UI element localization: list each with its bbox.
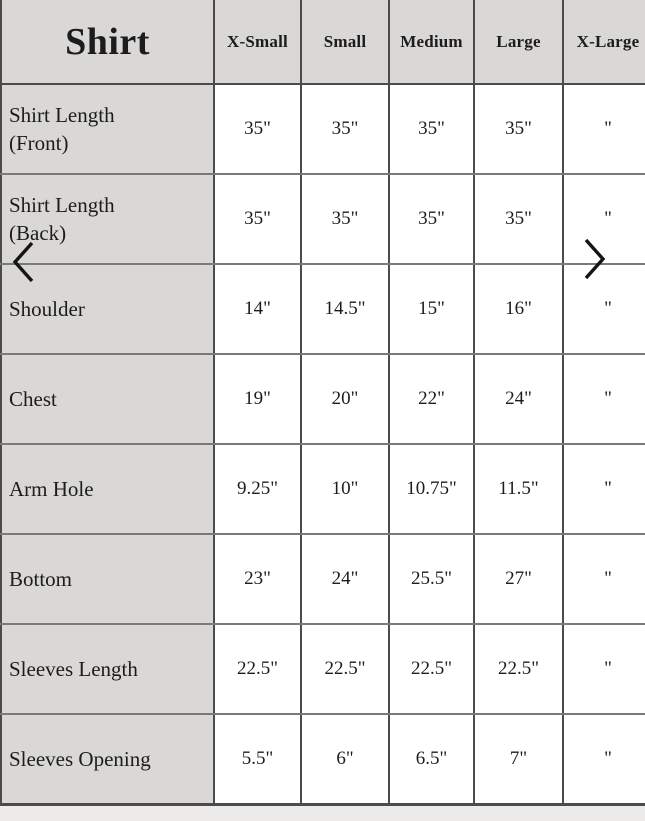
row-label: Sleeves Length xyxy=(0,623,215,715)
table-row: Sleeves Opening 5.5" 6" 6.5" 7" " xyxy=(0,713,645,806)
value-cell: " xyxy=(562,713,645,806)
column-header-small: Small xyxy=(300,0,390,85)
table-row: Arm Hole 9.25" 10" 10.75" 11.5" " xyxy=(0,443,645,535)
value-cell: 35" xyxy=(388,83,475,175)
carousel-prev-button[interactable] xyxy=(8,239,38,285)
chevron-left-icon xyxy=(12,241,34,283)
row-label: Chest xyxy=(0,353,215,445)
table-row: Shirt Length (Back) 35" 35" 35" 35" " xyxy=(0,173,645,265)
value-cell: " xyxy=(562,443,645,535)
table-row: Chest 19" 20" 22" 24" " xyxy=(0,353,645,445)
row-label: Sleeves Opening xyxy=(0,713,215,806)
value-cell: 11.5" xyxy=(473,443,564,535)
value-cell: 35" xyxy=(213,83,302,175)
value-cell: 16" xyxy=(473,263,564,355)
value-cell: 14.5" xyxy=(300,263,390,355)
value-cell: " xyxy=(562,353,645,445)
row-label: Shirt Length (Back) xyxy=(0,173,215,265)
value-cell: 35" xyxy=(213,173,302,265)
value-cell: 22.5" xyxy=(388,623,475,715)
value-cell: 20" xyxy=(300,353,390,445)
value-cell: 22.5" xyxy=(213,623,302,715)
row-label: Shirt Length (Front) xyxy=(0,83,215,175)
value-cell: 27" xyxy=(473,533,564,625)
row-label: Shoulder xyxy=(0,263,215,355)
carousel-next-button[interactable] xyxy=(580,236,610,282)
value-cell: 22.5" xyxy=(300,623,390,715)
table-row: Shoulder 14" 14.5" 15" 16" " xyxy=(0,263,645,355)
value-cell: 22.5" xyxy=(473,623,564,715)
value-cell: 6" xyxy=(300,713,390,806)
value-cell: 9.25" xyxy=(213,443,302,535)
row-label: Bottom xyxy=(0,533,215,625)
value-cell: 24" xyxy=(300,533,390,625)
value-cell: 10.75" xyxy=(388,443,475,535)
column-header-medium: Medium xyxy=(388,0,475,85)
value-cell: 14" xyxy=(213,263,302,355)
column-header-x-small: X-Small xyxy=(213,0,302,85)
value-cell: 7" xyxy=(473,713,564,806)
value-cell: 35" xyxy=(300,83,390,175)
value-cell: 35" xyxy=(473,83,564,175)
value-cell: 10" xyxy=(300,443,390,535)
value-cell: 35" xyxy=(388,173,475,265)
value-cell: 23" xyxy=(213,533,302,625)
value-cell: " xyxy=(562,623,645,715)
value-cell: " xyxy=(562,83,645,175)
value-cell: 6.5" xyxy=(388,713,475,806)
value-cell: 5.5" xyxy=(213,713,302,806)
table-row: Shirt Length (Front) 35" 35" 35" 35" " xyxy=(0,83,645,175)
column-header-x-large: X-Large xyxy=(562,0,645,85)
value-cell: 24" xyxy=(473,353,564,445)
header-row: Shirt X-Small Small Medium Large X-Large xyxy=(0,0,645,85)
value-cell: 35" xyxy=(300,173,390,265)
value-cell: 15" xyxy=(388,263,475,355)
table-row: Sleeves Length 22.5" 22.5" 22.5" 22.5" " xyxy=(0,623,645,715)
value-cell: " xyxy=(562,533,645,625)
chevron-right-icon xyxy=(584,238,606,280)
value-cell: 25.5" xyxy=(388,533,475,625)
value-cell: 35" xyxy=(473,173,564,265)
value-cell: 22" xyxy=(388,353,475,445)
value-cell: " xyxy=(562,173,645,265)
column-header-large: Large xyxy=(473,0,564,85)
row-label: Arm Hole xyxy=(0,443,215,535)
table-title: Shirt xyxy=(0,0,215,85)
value-cell: 19" xyxy=(213,353,302,445)
table-row: Bottom 23" 24" 25.5" 27" " xyxy=(0,533,645,625)
value-cell: " xyxy=(562,263,645,355)
